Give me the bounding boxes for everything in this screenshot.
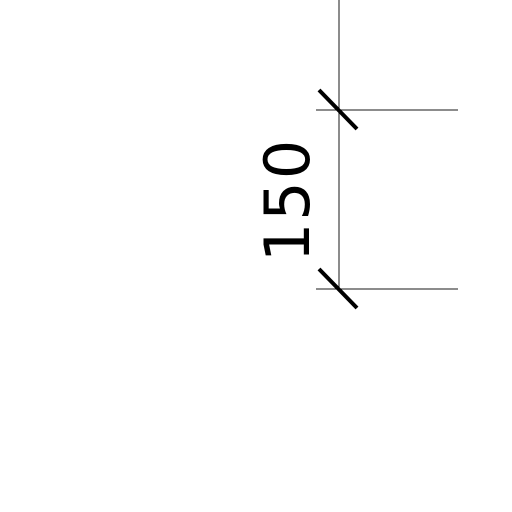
dimension-value-label: 150: [251, 138, 324, 262]
tick-mark-top: [317, 88, 359, 131]
tick-mark-bottom: [317, 267, 359, 310]
